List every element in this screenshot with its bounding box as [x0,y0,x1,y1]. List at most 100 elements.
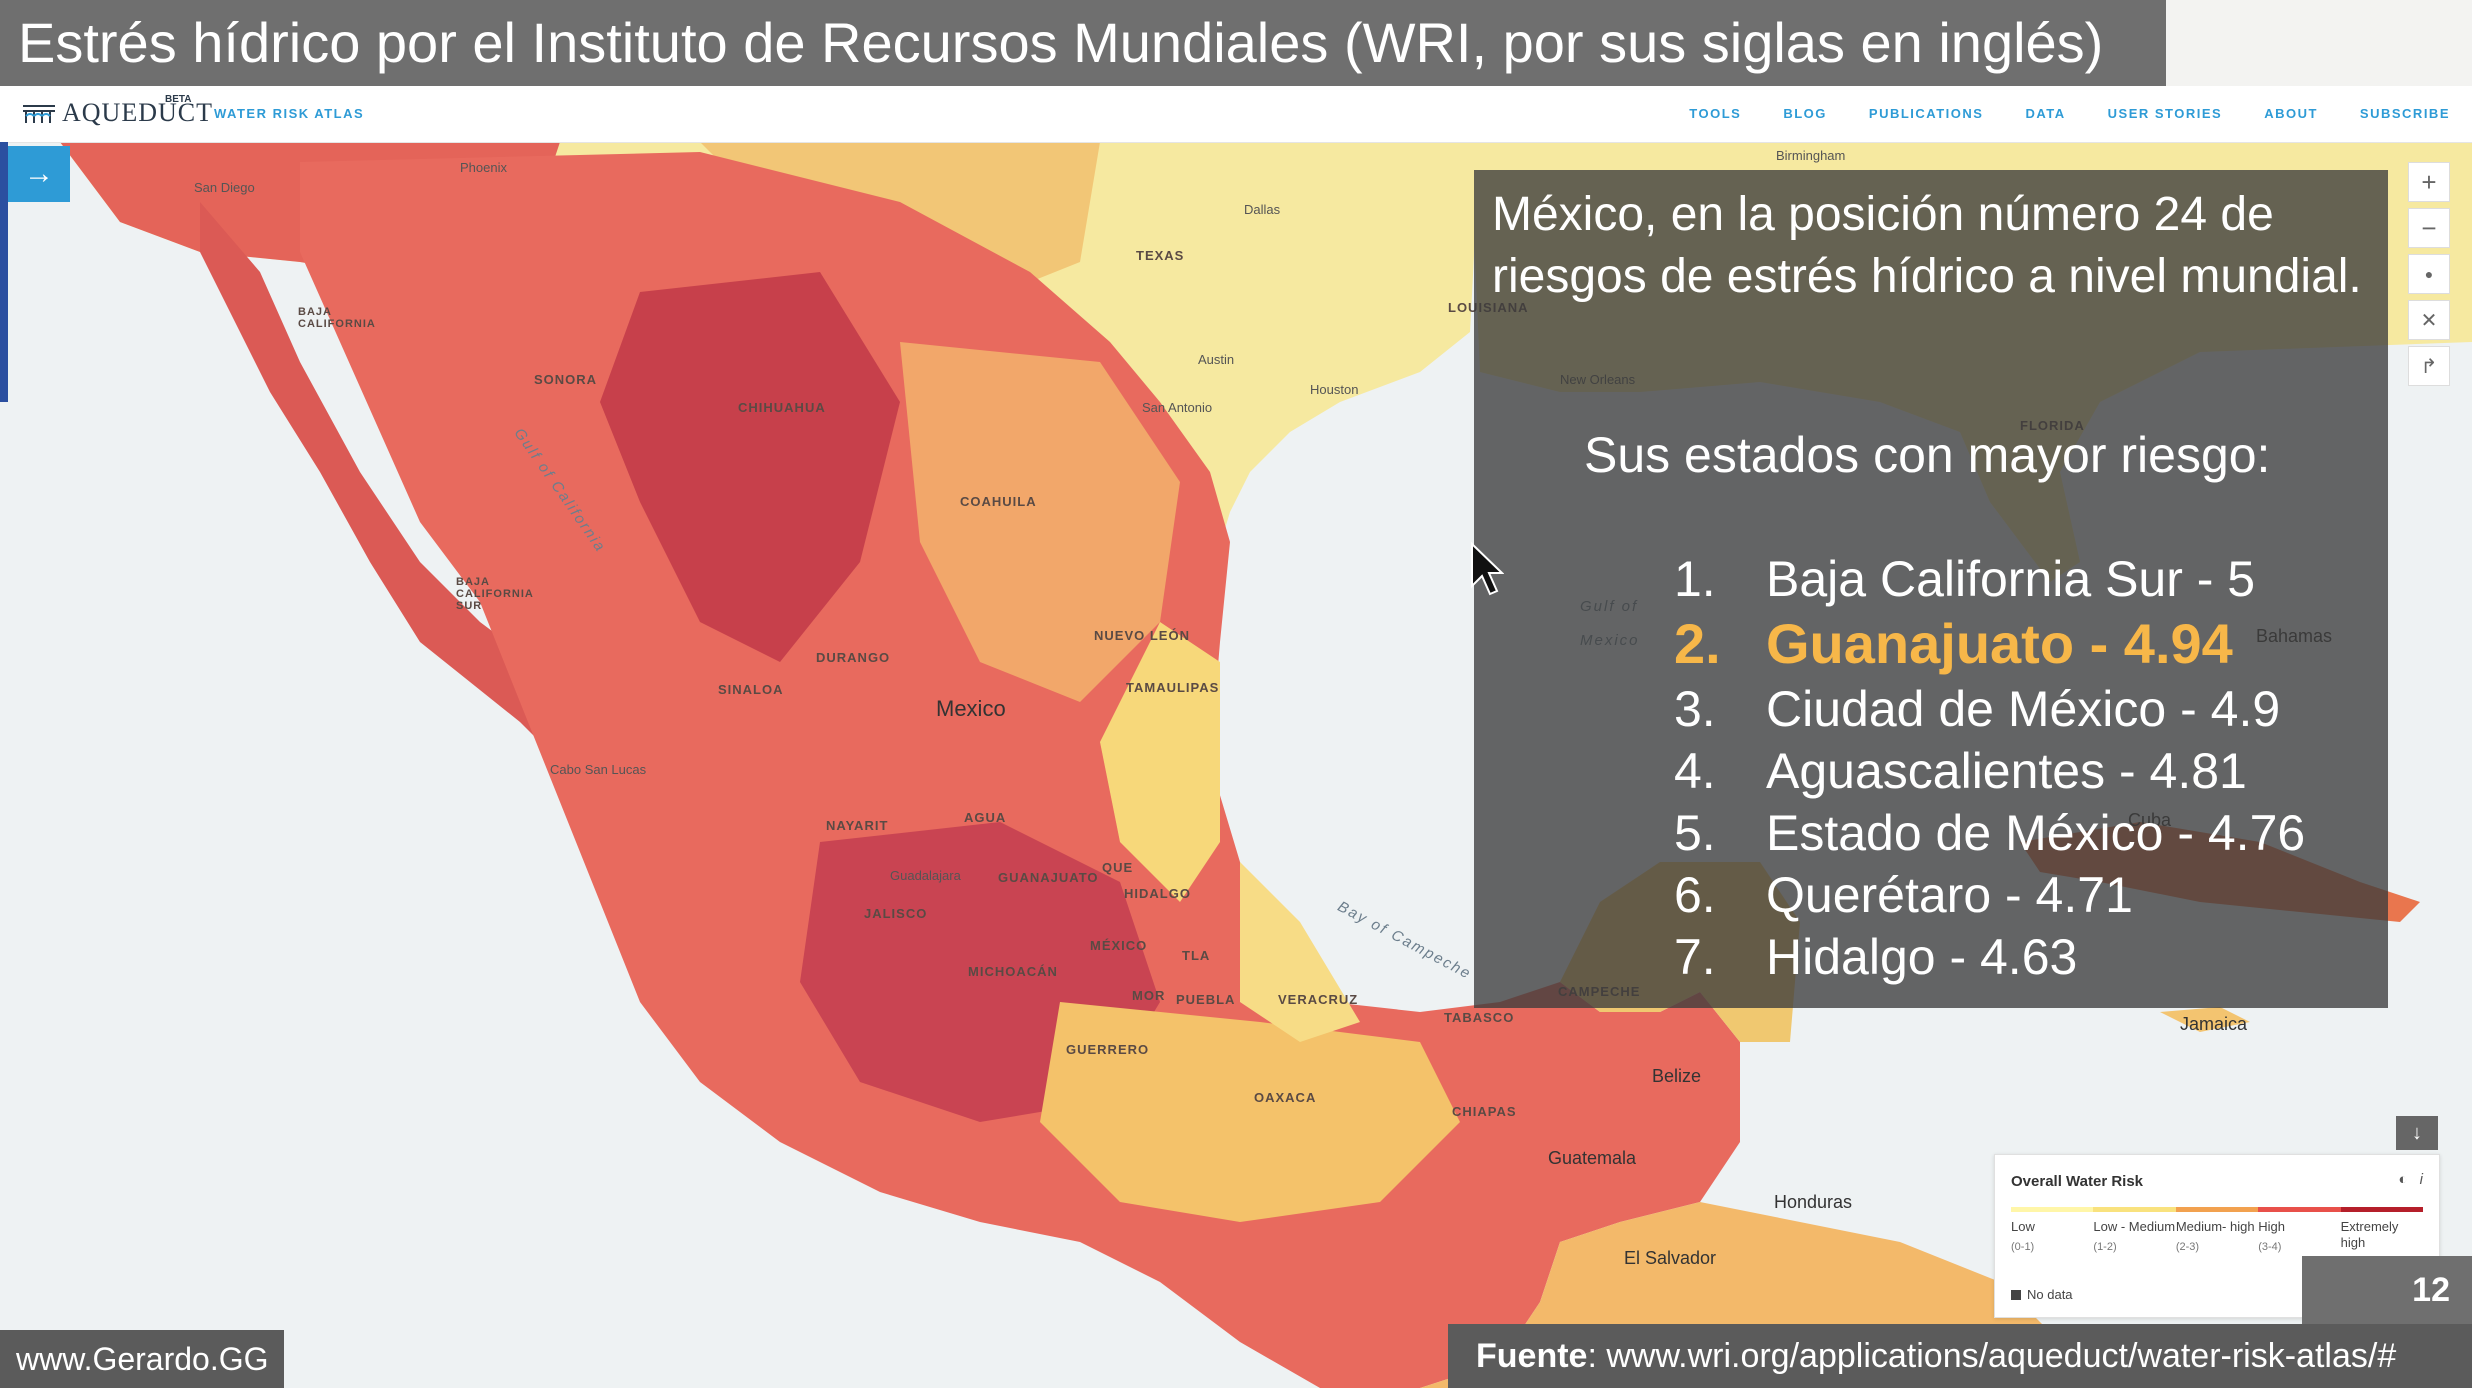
legend-category-range: (3-4) [2258,1241,2282,1253]
list-item-text: Aguascalientes - 4.81 [1766,743,2247,799]
map-label-houston: Houston [1310,382,1359,397]
source-citation: Fuente: www.wri.org/applications/aqueduc… [1448,1324,2472,1388]
beta-badge: BETA [165,94,192,105]
share-arrow-icon: ↱ [2420,355,2438,378]
zoom-out-button[interactable]: − [2408,208,2450,248]
oaxaca-region [1040,1002,1460,1222]
map-label-dallas: Dallas [1244,202,1281,217]
map-label-jalisco: JALISCO [864,906,928,921]
info-overlay: México, en la posición número 24 de ries… [1474,170,2388,1008]
map-label-oaxaca: OAXACA [1254,1090,1317,1105]
atlas-label[interactable]: WATER RISK ATLAS [214,106,365,121]
sidebar-toggle-button[interactable]: → [8,146,70,202]
map-label-birmingham: Birmingham [1776,148,1846,163]
nav-tools[interactable]: TOOLS [1689,106,1742,121]
list-item-number: 4. [1674,743,1716,799]
legend-no-data: No data [2011,1287,2073,1302]
nav-user-stories[interactable]: USER STORIES [2107,106,2223,121]
map-label-cabo: Cabo San Lucas [550,762,647,777]
list-item: 3. Ciudad de México - 4.9 [1674,678,2305,740]
map-label-guerrero: GUERRERO [1066,1042,1150,1057]
risk-states-list: 1. Baja California Sur - 5 2. Guanajuato -… [1674,548,2305,988]
list-item-text: Querétaro - 4.71 [1766,867,2133,923]
legend-category: High (3-4) [2258,1219,2340,1271]
list-item-text: Hidalgo - 4.63 [1766,929,2078,985]
list-item-number: 7. [1674,929,1716,985]
map-label-chiapas: CHIAPAS [1452,1104,1517,1119]
map-label-san-antonio: San Antonio [1142,400,1213,415]
list-item-number: 5. [1674,805,1716,861]
map-label-nuevo-leon: NUEVO LEÓN [1094,628,1190,643]
legend-category-range: (2-3) [2175,1241,2200,1253]
map-label-mexico-state: MÉXICO [1090,938,1148,953]
legend-swatch-extremely-high [2340,1207,2424,1212]
legend-category: Low (0-1) [2011,1219,2093,1271]
map-label-coahuila: COAHUILA [960,494,1037,509]
legend-toggle-button[interactable]: ↓ [2396,1116,2438,1150]
map-label-veracruz: VERACRUZ [1278,992,1359,1007]
map-label-hidalgo: HIDALGO [1124,886,1191,901]
map-controls: + − ● ✕ ↱ [2408,162,2450,386]
map-label-san-diego: San Diego [194,180,255,195]
list-item-number: 3. [1674,681,1716,737]
source-url: : www.wri.org/applications/aqueduct/wate… [1587,1337,2397,1375]
map-label-tabasco: TABASCO [1444,1010,1515,1025]
map-label-queretaro: QUE [1102,860,1134,875]
map-label-puebla: PUEBLA [1176,992,1236,1007]
nav-subscribe[interactable]: SUBSCRIBE [2359,106,2450,121]
legend-category-label: Medium- high [2175,1219,2255,1234]
arrow-down-icon: ↓ [2412,1122,2422,1144]
list-item-number: 6. [1674,867,1716,923]
list-item-text: Ciudad de México - 4.9 [1766,681,2281,737]
map-label-tamaulipas: TAMAULIPAS [1126,680,1220,695]
map-label-mexico: Mexico [936,696,1006,721]
list-item: 7. Hidalgo - 4.63 [1674,926,2305,988]
mouse-cursor-icon [1471,542,1504,596]
slide-number: 12 [2302,1256,2472,1324]
map-label-jamaica: Jamaica [2180,1014,2248,1034]
fullscreen-button[interactable]: ✕ [2408,300,2450,340]
list-item-text: Guanajuato - 4.94 [1766,612,2233,675]
legend-color-bar [2011,1207,2424,1212]
locate-button[interactable]: ● [2408,254,2450,294]
aqueduct-logo-icon [23,105,55,123]
half-circle-icon[interactable]: ◐ [2398,1171,2408,1188]
map-label-sonora: SONORA [534,372,598,387]
info-icon[interactable]: i [2419,1171,2423,1188]
nav-publications[interactable]: PUBLICATIONS [1868,106,1984,121]
app-header: AQUEDUCT BETA WATER RISK ATLAS TOOLS BLO… [0,86,2472,143]
share-button[interactable]: ↱ [2408,346,2450,386]
plus-icon: + [2421,166,2437,197]
chihuahua-region [600,272,900,662]
map-label-el-salvador: El Salvador [1624,1248,1717,1268]
nav-about[interactable]: ABOUT [2264,106,2318,121]
dot-icon: ● [2424,266,2434,282]
legend-swatch-high [2258,1207,2341,1212]
legend-no-data-label: No data [2027,1287,2073,1302]
nav-data[interactable]: DATA [2025,106,2066,121]
slide-title: Estrés hídrico por el Instituto de Recur… [0,0,2166,86]
map-label-chihuahua: CHIHUAHUA [738,400,826,415]
map-label-baja-california: BAJA CALIFORNIA [298,306,376,330]
legend-category: Medium- high (2-3) [2176,1219,2258,1271]
minus-icon: − [2421,212,2437,243]
sidebar-edge [0,142,8,402]
website-label: www.Gerardo.GG [0,1330,284,1388]
aqueduct-logo[interactable]: AQUEDUCT BETA [22,94,213,128]
info-subheading: Sus estados con mayor riesgo: [1584,427,2271,483]
legend-category-label: Low - Medium [2093,1219,2176,1234]
map-label-honduras: Honduras [1774,1192,1853,1212]
zoom-in-button[interactable]: + [2408,162,2450,202]
map-label-nayarit: NAYARIT [826,818,889,833]
map-label-michoacan: MICHOACÁN [968,964,1058,979]
list-item-text: Baja California Sur - 5 [1766,551,2256,607]
legend-category-label: Extremely high [2340,1219,2399,1250]
list-item-highlighted: 2. Guanajuato - 4.94 [1674,610,2305,678]
nav-blog[interactable]: BLOG [1783,106,1827,121]
legend-category-range: (0-1) [2011,1241,2035,1253]
map-label-sinaloa: SINALOA [718,682,784,697]
veracruz-region [1240,862,1360,1042]
legend-actions: ◐ i [2398,1171,2423,1188]
legend-category-label: High [2258,1219,2285,1234]
legend-category-range: (1-2) [2093,1241,2117,1253]
